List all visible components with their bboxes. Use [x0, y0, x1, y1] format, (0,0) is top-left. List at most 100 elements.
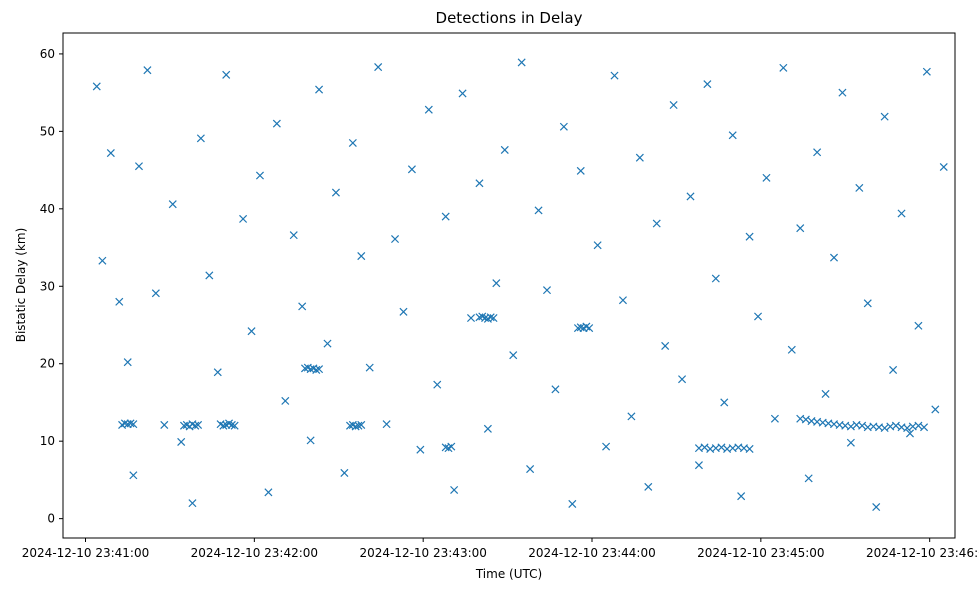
data-point: [374, 63, 383, 72]
data-point: [315, 365, 324, 374]
data-point: [897, 209, 906, 218]
data-point: [526, 465, 535, 474]
data-point: [489, 314, 498, 323]
data-point: [447, 442, 456, 451]
data-point: [354, 421, 363, 430]
data-point: [213, 368, 222, 377]
data-point: [391, 235, 400, 244]
data-point: [914, 321, 923, 330]
data-point: [855, 183, 864, 192]
data-point: [106, 149, 115, 158]
data-point: [340, 468, 349, 477]
plot-frame: [62, 32, 956, 539]
data-point: [255, 171, 264, 180]
data-point: [160, 420, 169, 429]
data-point: [450, 485, 459, 495]
data-point: [703, 80, 712, 89]
data-point: [500, 145, 509, 154]
data-point: [312, 365, 321, 374]
data-point: [306, 436, 315, 445]
data-point: [298, 302, 307, 311]
y-tick-label: 40: [40, 202, 55, 216]
x-axis: 2024-12-10 23:41:00 2024-12-10 23:42:00 20…: [22, 538, 979, 560]
data-point: [838, 88, 847, 97]
data-point: [618, 296, 627, 305]
data-point: [686, 192, 695, 201]
data-point: [644, 482, 653, 491]
data-point: [517, 58, 526, 67]
data-point: [872, 502, 881, 512]
chart-title: Detections in Delay: [436, 9, 583, 27]
data-point: [559, 122, 568, 131]
data-point: [745, 232, 754, 241]
data-point: [627, 412, 636, 421]
y-tick-label: 30: [40, 279, 55, 293]
data-point: [407, 165, 416, 174]
y-tick-label: 60: [40, 47, 55, 61]
data-point: [230, 421, 239, 430]
data-point: [582, 322, 591, 331]
data-point: [661, 341, 670, 350]
data-markers: [92, 58, 948, 512]
data-point: [196, 134, 205, 143]
data-point: [168, 200, 177, 209]
data-point: [542, 286, 552, 295]
data-point: [115, 297, 124, 306]
data-point: [728, 131, 737, 140]
data-point: [694, 461, 703, 470]
data-point: [188, 499, 197, 508]
data-point: [652, 219, 661, 228]
data-point: [486, 313, 495, 322]
data-point: [745, 444, 754, 453]
data-point: [357, 420, 366, 429]
data-point: [931, 405, 940, 414]
x-tick-label: 2024-12-10 23:42:00: [191, 546, 318, 560]
data-point: [365, 363, 374, 372]
data-point: [357, 252, 366, 261]
data-point: [880, 112, 889, 121]
data-point: [227, 420, 236, 429]
data-point: [576, 166, 585, 175]
data-point: [593, 241, 602, 250]
data-point: [779, 63, 788, 72]
data-point: [602, 442, 611, 451]
data-point: [205, 271, 214, 280]
data-point: [281, 396, 290, 405]
y-axis: 0 10 20 30 40 50 60: [40, 47, 63, 526]
data-point: [441, 212, 450, 221]
data-point: [821, 389, 830, 398]
data-point: [669, 101, 678, 110]
data-point: [737, 492, 746, 501]
data-point: [315, 85, 324, 94]
data-point: [134, 162, 143, 171]
data-point: [191, 421, 200, 430]
data-point: [762, 173, 771, 182]
data-point: [483, 424, 492, 433]
x-tick-label: 2024-12-10 23:46:00: [866, 546, 979, 560]
data-point: [711, 274, 720, 283]
data-point: [331, 188, 340, 197]
data-point: [678, 375, 687, 384]
data-point: [905, 429, 915, 438]
data-point: [129, 420, 138, 429]
data-point: [754, 312, 763, 321]
data-point: [492, 279, 501, 288]
data-point: [98, 256, 107, 265]
data-point: [551, 385, 560, 394]
data-point: [863, 299, 872, 308]
data-point: [151, 289, 160, 298]
data-point: [348, 138, 357, 148]
data-point: [239, 214, 248, 223]
data-point: [720, 398, 729, 407]
data-point: [922, 67, 931, 76]
data-point: [813, 148, 822, 157]
data-point: [568, 499, 577, 508]
data-point: [424, 105, 433, 114]
data-point: [475, 179, 484, 188]
x-tick-label: 2024-12-10 23:41:00: [22, 546, 149, 560]
data-point: [264, 488, 273, 497]
data-point: [804, 474, 813, 483]
data-point: [177, 437, 186, 446]
y-tick-label: 10: [40, 434, 55, 448]
